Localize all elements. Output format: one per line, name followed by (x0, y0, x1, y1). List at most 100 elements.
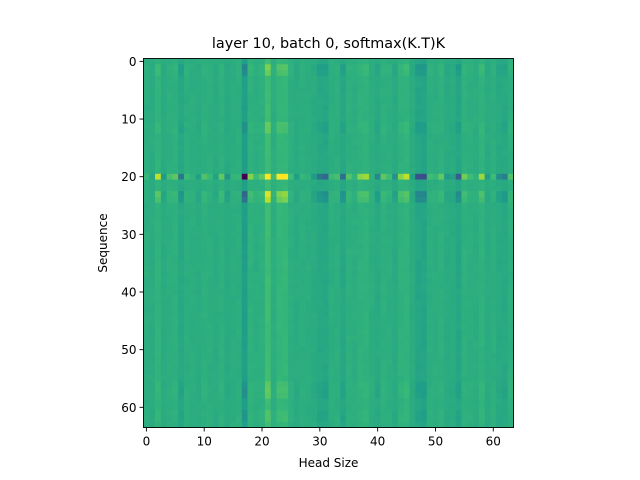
heatmap-cell (421, 196, 428, 203)
heatmap-cell (311, 294, 318, 302)
heatmap-cell (357, 208, 364, 215)
heatmap-cell (247, 392, 254, 400)
heatmap-cell (293, 139, 300, 146)
heatmap-cell (351, 179, 358, 186)
heatmap-cell (507, 202, 514, 209)
heatmap-cell (299, 415, 306, 423)
heatmap-cell (345, 289, 352, 296)
heatmap-cell (368, 364, 376, 371)
heatmap-cell (345, 196, 352, 203)
heatmap-cell (415, 110, 422, 117)
heatmap-cell (426, 75, 433, 82)
heatmap-cell (415, 277, 422, 284)
heatmap-cell (461, 312, 468, 319)
heatmap-cell (374, 421, 381, 428)
heatmap-cell (397, 144, 405, 152)
heatmap-cell (403, 381, 410, 388)
heatmap-cell (478, 375, 485, 382)
heatmap-cell (149, 381, 156, 388)
heatmap-cell (218, 144, 225, 152)
heatmap-cell (409, 381, 416, 388)
heatmap-cell (392, 237, 399, 244)
heatmap-cell (195, 127, 202, 134)
heatmap-cell (264, 162, 272, 169)
x-tick-label: 40 (370, 435, 385, 449)
heatmap-cell (247, 196, 254, 203)
heatmap-cell (183, 341, 191, 348)
heatmap-cell (328, 127, 335, 134)
heatmap-cell (264, 87, 272, 94)
heatmap-cell (380, 392, 387, 400)
heatmap-cell (189, 75, 196, 82)
heatmap-cell (155, 398, 162, 405)
heatmap-cell (166, 271, 173, 278)
heatmap-cell (340, 127, 347, 134)
heatmap-cell (478, 346, 485, 353)
heatmap-cell (380, 415, 387, 423)
heatmap-cell (264, 323, 272, 330)
heatmap-cell (334, 381, 341, 388)
heatmap-cell (351, 421, 358, 428)
heatmap-cell (218, 58, 225, 65)
heatmap-cell (264, 260, 272, 267)
heatmap-cell (247, 312, 254, 319)
heatmap-cell (368, 133, 376, 140)
heatmap-cell (253, 312, 260, 319)
heatmap-cell (478, 248, 485, 255)
heatmap-cell (403, 133, 410, 140)
heatmap-cell (386, 335, 393, 342)
heatmap-cell (143, 375, 150, 382)
heatmap-cell (253, 260, 260, 267)
heatmap-cell (444, 202, 451, 209)
heatmap-cell (201, 404, 208, 411)
heatmap-cell (155, 392, 162, 400)
heatmap-cell (155, 87, 162, 94)
heatmap-cell (490, 237, 497, 244)
heatmap-cell (207, 133, 214, 140)
heatmap-cell (467, 329, 474, 336)
heatmap-cell (334, 208, 341, 215)
heatmap-cell (461, 352, 468, 359)
heatmap-cell (253, 375, 260, 382)
heatmap-cell (507, 127, 514, 134)
heatmap-cell (403, 260, 410, 267)
heatmap-cell (282, 364, 289, 371)
heatmap-cell (207, 219, 214, 227)
heatmap-cell (467, 283, 474, 290)
heatmap-cell (357, 398, 364, 405)
heatmap-cell (160, 225, 167, 232)
heatmap-cell (444, 317, 451, 325)
heatmap-cell (334, 323, 341, 330)
heatmap-cell (473, 294, 480, 302)
heatmap-cell (449, 237, 457, 244)
heatmap-cell (230, 208, 237, 215)
heatmap-cell (507, 214, 514, 221)
heatmap-cell (264, 352, 272, 359)
heatmap-cell (490, 144, 497, 152)
heatmap-cell (438, 243, 445, 250)
heatmap-cell (461, 421, 468, 428)
heatmap-cell (230, 392, 237, 400)
heatmap-cell (207, 410, 214, 417)
heatmap-cell (501, 133, 509, 140)
heatmap-cell (241, 150, 248, 157)
heatmap-cell (484, 410, 491, 417)
heatmap-cell (340, 162, 347, 169)
heatmap-cell (426, 110, 433, 117)
heatmap-cell (478, 104, 485, 111)
heatmap-cell (467, 185, 474, 192)
heatmap-cell (143, 369, 150, 376)
heatmap-cell (374, 116, 381, 123)
heatmap-cell (276, 116, 283, 123)
heatmap-cell (253, 335, 260, 342)
heatmap-cell (449, 133, 457, 140)
heatmap-cell (473, 93, 480, 100)
heatmap-cell (415, 410, 422, 417)
heatmap-cell (259, 156, 266, 163)
heatmap-cell (155, 64, 162, 71)
heatmap-cell (183, 81, 191, 88)
heatmap-cell (334, 392, 341, 400)
heatmap-cell (340, 231, 347, 238)
heatmap-cell (496, 421, 503, 428)
heatmap-cell (259, 404, 266, 411)
